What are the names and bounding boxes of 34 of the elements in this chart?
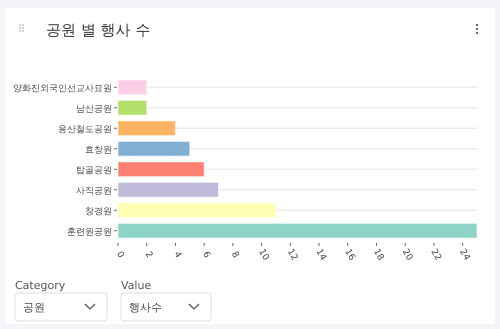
text: 공원 xyxy=(23,301,45,314)
x-tick-label: 22 xyxy=(428,248,443,262)
x-tick-label: 20 xyxy=(400,248,414,263)
bar xyxy=(118,100,148,116)
bar xyxy=(118,79,148,96)
y-tick-label: 창경원 xyxy=(85,206,112,217)
chart-title: 공원 별 행사 수 xyxy=(46,21,150,39)
x-tick-label: 12 xyxy=(284,248,300,262)
x-tick-label: 14 xyxy=(314,248,328,263)
y-tick-label: 사직공원 xyxy=(76,186,112,196)
text: Value xyxy=(121,279,152,292)
y-tick-label: 효창원 xyxy=(85,145,112,156)
bar xyxy=(118,140,190,157)
y-tick-label: 훈련원공원 xyxy=(67,227,112,238)
bar xyxy=(118,182,220,198)
x-tick-label: 16 xyxy=(342,248,357,263)
bar xyxy=(118,222,478,239)
text: 행사수 xyxy=(129,301,162,314)
x-tick-label: 4 xyxy=(171,250,184,260)
x-tick-label: 2 xyxy=(142,250,154,260)
bar xyxy=(118,161,205,178)
y-tick-label: 양화진외국인선교사묘원 xyxy=(13,84,112,94)
x-tick-label: 6 xyxy=(200,250,212,260)
y-tick-label: 용산철도공원 xyxy=(58,124,112,135)
x-tick-label: 0 xyxy=(114,250,126,260)
x-tick-label: 10 xyxy=(256,248,271,263)
y-tick-label: 탑골공원 xyxy=(76,166,112,176)
x-tick-label: 18 xyxy=(371,248,386,263)
x-tick-label: 8 xyxy=(228,250,241,260)
x-tick-label: 24 xyxy=(457,248,472,263)
y-tick-label: 남산공원 xyxy=(76,104,112,114)
bar xyxy=(118,202,276,218)
bar xyxy=(118,120,176,136)
text: Category xyxy=(15,279,66,292)
